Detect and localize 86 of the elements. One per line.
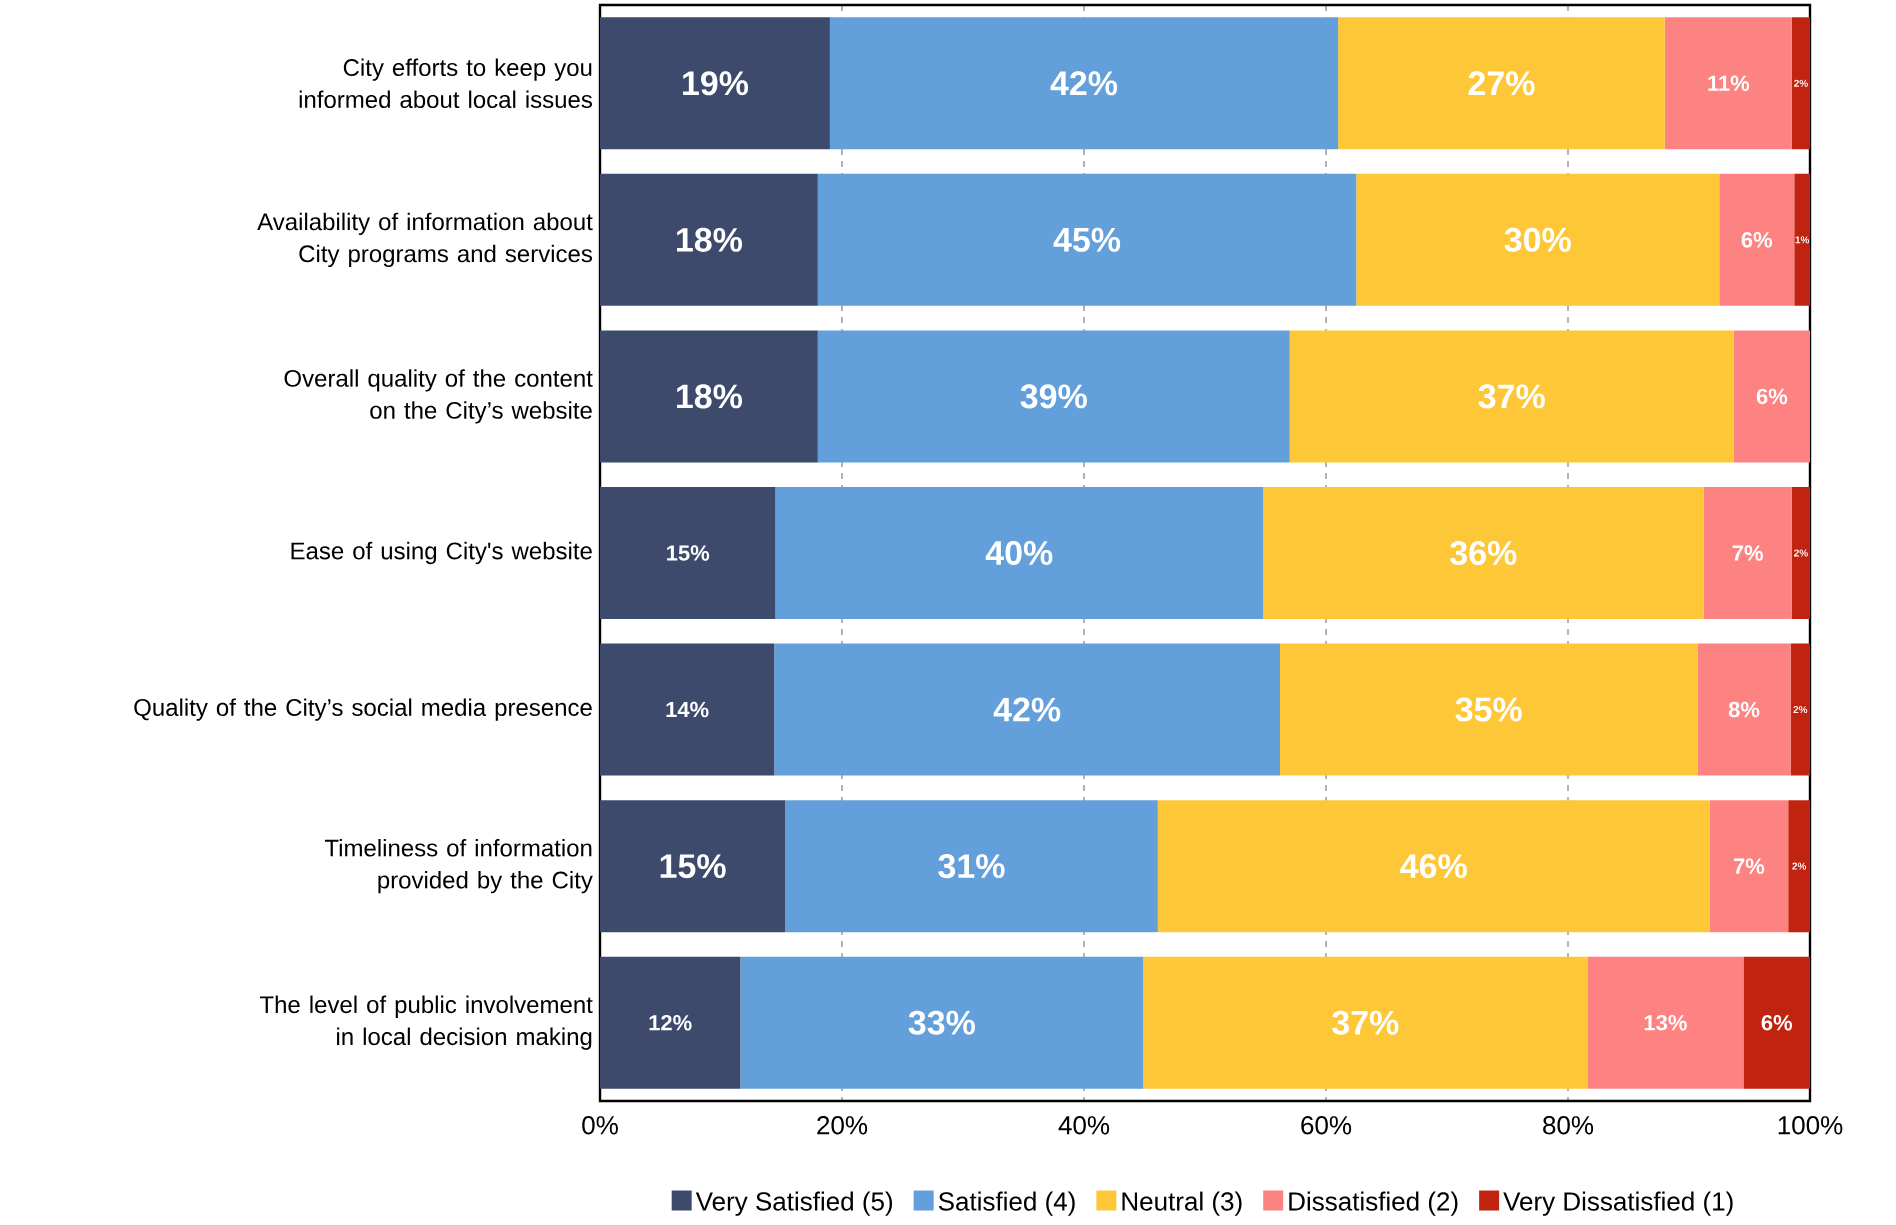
data-label: 7%	[1733, 858, 1765, 874]
data-label: 1%	[1795, 236, 1810, 244]
data-label: 13%	[1644, 1014, 1687, 1031]
bar	[1356, 173, 1720, 306]
data-label: 27%	[1468, 71, 1535, 96]
data-label: 31%	[938, 854, 1005, 879]
y-tick-label: Ease of using City's website	[291, 541, 592, 565]
data-label: 18%	[677, 384, 743, 409]
bar	[1791, 17, 1810, 150]
x-tick-label: 40%	[1058, 1116, 1110, 1135]
bar	[1703, 487, 1792, 619]
data-label: 42%	[993, 697, 1061, 722]
bar	[600, 643, 775, 776]
x-tick-label: 20%	[817, 1116, 868, 1135]
data-label: 19%	[683, 71, 749, 96]
bar	[600, 173, 818, 306]
y-tick-label: City efforts to keep you informed about local issues	[299, 58, 592, 109]
data-label: 15%	[667, 545, 710, 561]
data-label: 12%	[649, 1014, 692, 1031]
bar	[1719, 173, 1795, 306]
y-tick-label: The level of public involvement in local decision making	[259, 995, 593, 1050]
data-label: 40%	[985, 540, 1053, 566]
legend-label: Dissatisfied (2)	[1289, 1191, 1458, 1216]
x-tick-label: 0%	[582, 1116, 618, 1135]
data-label: 11%	[1708, 75, 1750, 91]
data-label: 14%	[666, 701, 709, 718]
bar	[774, 643, 1281, 776]
bar	[600, 17, 830, 150]
legend-label: Very Satisfied (5)	[695, 1191, 893, 1216]
bar	[1791, 487, 1810, 619]
legend-label: Neutral (3)	[1122, 1191, 1242, 1216]
data-label: 30%	[1504, 227, 1571, 252]
bar	[1733, 330, 1810, 463]
legend-label: Very Dissatisfied (1)	[1503, 1191, 1733, 1216]
bar	[1263, 487, 1704, 619]
data-label: 18%	[677, 227, 743, 252]
bar	[1587, 956, 1744, 1089]
x-tick-label: 60%	[1301, 1116, 1352, 1135]
bar	[1788, 800, 1810, 933]
data-label: 15%	[660, 854, 726, 879]
data-label: 6%	[1756, 388, 1788, 405]
data-label: 8%	[1728, 701, 1760, 718]
bar	[1157, 800, 1710, 933]
bar	[600, 330, 818, 463]
y-tick-label: Overall quality of the content on the City’s website	[284, 369, 593, 424]
y-tick-label: Quality of the City’s social media presence	[134, 698, 592, 721]
bar	[1280, 643, 1698, 776]
data-label: 6%	[1761, 1014, 1793, 1031]
bar	[600, 956, 741, 1089]
bar	[740, 956, 1144, 1089]
data-label: 7%	[1732, 545, 1764, 561]
bar	[817, 173, 1357, 306]
data-label: 6%	[1741, 232, 1773, 248]
x-tick-label: 100%	[1778, 1116, 1843, 1135]
y-tick-label: Timeliness of information provided by the City	[324, 838, 593, 894]
bar	[829, 17, 1339, 150]
legend-label: Satisfied (4)	[938, 1191, 1075, 1216]
bar	[1709, 800, 1789, 933]
data-label: 46%	[1400, 854, 1467, 879]
data-label: 36%	[1450, 540, 1517, 566]
data-label: 2%	[1794, 79, 1808, 87]
bar	[1289, 330, 1734, 463]
bar	[1743, 956, 1810, 1089]
bar	[785, 800, 1158, 933]
data-label: 37%	[1478, 384, 1545, 409]
data-label: 35%	[1455, 697, 1522, 722]
data-label: 37%	[1332, 1010, 1399, 1035]
data-label: 2%	[1793, 706, 1808, 714]
data-label: 33%	[908, 1010, 975, 1035]
bar	[600, 487, 776, 619]
bar	[1790, 643, 1810, 776]
bar	[1143, 956, 1588, 1089]
bar	[1338, 17, 1665, 150]
bar	[775, 487, 1264, 619]
bar	[1794, 173, 1810, 306]
bar	[817, 330, 1290, 463]
x-tick-label: 80%	[1543, 1116, 1594, 1135]
data-label: 2%	[1792, 862, 1807, 870]
y-tick-label: Availability of information about City programs and services	[257, 212, 593, 268]
bar	[1664, 17, 1792, 150]
data-label: 42%	[1050, 71, 1118, 96]
data-label: 39%	[1020, 384, 1087, 409]
data-label: 45%	[1053, 227, 1121, 252]
data-label: 2%	[1794, 549, 1808, 557]
bar	[600, 800, 786, 933]
bar	[1697, 643, 1791, 776]
